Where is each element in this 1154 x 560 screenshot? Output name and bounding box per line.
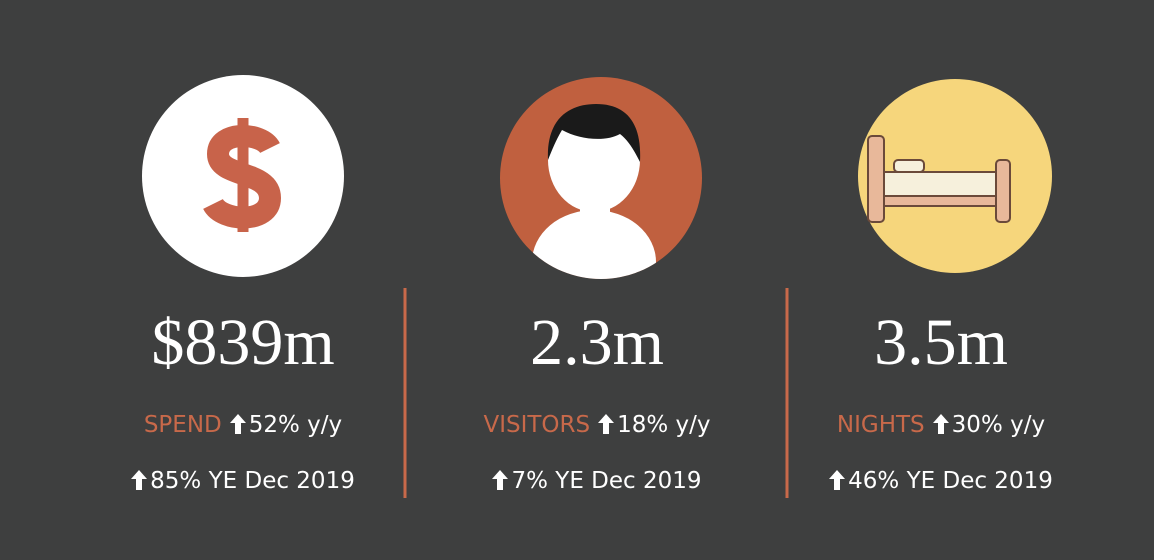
- dollar-icon: [203, 118, 282, 232]
- stat-panel: 3.5m NIGHTS 30% y/y 46% YE Dec 2019: [761, 300, 1121, 496]
- stat-value: $839m: [151, 306, 335, 379]
- up-arrow: [829, 470, 846, 490]
- bed-icon: [867, 135, 1011, 223]
- stat-year-end-row: 46% YE Dec 2019: [761, 466, 1121, 496]
- stat-panel: $839m SPEND 52% y/y 85% YE Dec 2019: [63, 300, 423, 496]
- stat-year-end: 7% YE Dec 2019: [511, 468, 702, 494]
- up-arrow: [492, 470, 509, 490]
- stat-change-row: VISITORS 18% y/y: [417, 410, 777, 440]
- stat-change: 30% y/y: [951, 412, 1046, 438]
- stat-change-row: NIGHTS 30% y/y: [761, 410, 1121, 440]
- stat-label: SPEND: [143, 412, 222, 438]
- up-arrow: [932, 414, 949, 434]
- stat-year-end-row: 85% YE Dec 2019: [63, 466, 423, 496]
- stat-panel: 2.3m VISITORS 18% y/y 7% YE Dec 2019: [417, 300, 777, 496]
- stat-year-end-row: 7% YE Dec 2019: [417, 466, 777, 496]
- up-arrow: [229, 414, 246, 434]
- stat-change-row: SPEND 52% y/y: [63, 410, 423, 440]
- stat-change: 52% y/y: [248, 412, 343, 438]
- up-arrow: [131, 470, 148, 490]
- up-arrow: [598, 414, 615, 434]
- stat-value: 2.3m: [530, 306, 664, 379]
- stat-change: 18% y/y: [617, 412, 711, 438]
- person-icon: [532, 104, 656, 279]
- stat-label: VISITORS: [483, 412, 591, 438]
- stat-year-end: 85% YE Dec 2019: [150, 468, 355, 494]
- stat-value: 3.5m: [874, 306, 1008, 379]
- stat-label: NIGHTS: [836, 412, 925, 438]
- stat-year-end: 46% YE Dec 2019: [848, 468, 1053, 494]
